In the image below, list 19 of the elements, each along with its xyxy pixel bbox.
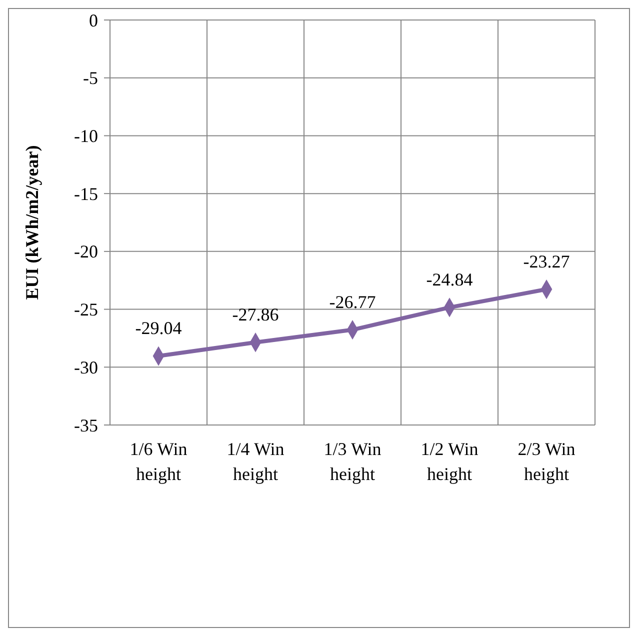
x-tick-label: 1/6 Win height xyxy=(130,439,188,484)
y-tick-label: -15 xyxy=(74,184,98,204)
x-tick-label: 1/4 Win height xyxy=(226,439,284,484)
x-tick-label: 2/3 Win height xyxy=(518,439,576,484)
x-tick-label: 1/2 Win height xyxy=(420,439,478,484)
y-tick-label: -30 xyxy=(74,357,98,378)
data-label: -27.86 xyxy=(232,304,279,324)
y-tick-label: -10 xyxy=(74,126,98,146)
x-tick-label: 1/3 Win height xyxy=(324,439,382,484)
data-label: -24.84 xyxy=(426,269,473,290)
data-label: -26.77 xyxy=(329,292,376,312)
y-axis-title: EUI (kWh/m2/year) xyxy=(22,145,42,300)
data-label: -29.04 xyxy=(135,318,182,338)
y-tick-label: -25 xyxy=(74,300,98,320)
y-tick-label: -35 xyxy=(74,415,98,436)
y-tick-label: 0 xyxy=(89,10,98,30)
y-tick-label: -20 xyxy=(74,242,98,262)
data-label: -23.27 xyxy=(523,251,570,272)
y-tick-label: -5 xyxy=(83,68,98,88)
